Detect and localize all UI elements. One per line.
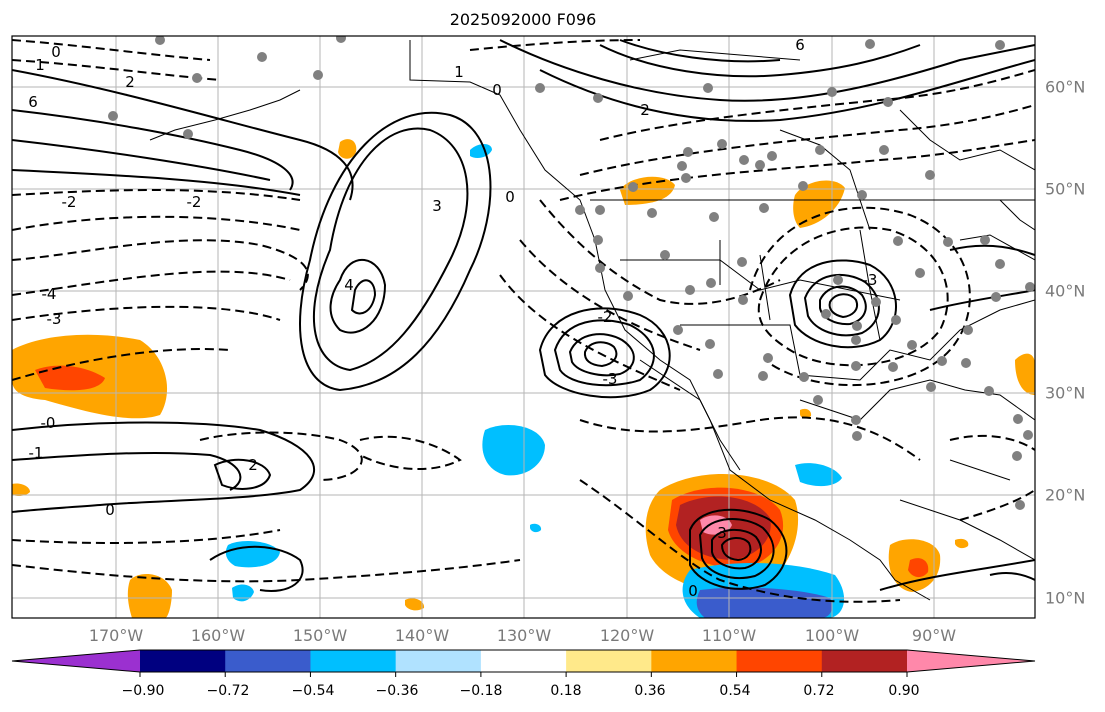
contour-label: 3 xyxy=(717,524,727,542)
contour-label: 0 xyxy=(688,582,698,600)
colorbar-tick-label: 0.36 xyxy=(634,683,666,699)
colorbar-extend-max xyxy=(907,650,1035,672)
contour-label: 3 xyxy=(432,197,442,215)
shaded-anomalies xyxy=(12,139,1035,618)
colorbar-segment xyxy=(310,650,397,672)
colorbar-tick-label: 0.90 xyxy=(888,683,920,699)
colorbar-tick-label: −0.18 xyxy=(459,683,503,699)
graticule xyxy=(12,36,1035,618)
contour-label: 1 xyxy=(454,63,464,81)
colorbar xyxy=(11,649,1036,677)
contour-label: 0 xyxy=(492,81,502,99)
contour-label: 2 xyxy=(248,456,258,474)
colorbar-segment xyxy=(566,650,652,672)
lat-tick-label: 20°N xyxy=(1045,485,1086,505)
colorbar-segment xyxy=(480,650,567,672)
contour-label: 2 xyxy=(125,73,135,91)
colorbar-segment xyxy=(651,650,738,672)
station-markers xyxy=(108,36,1035,510)
lon-tick-label: 100°W xyxy=(804,626,860,645)
contour-labels: 0 1 2 3 4 6 -2 -4 -3 -0 -1 -2 0 2 -3 3 0… xyxy=(28,36,877,600)
colorbar-segment xyxy=(736,650,823,672)
map-border xyxy=(11,35,1036,619)
contour-label: 6 xyxy=(795,36,805,54)
map-title: 2025092000 F096 xyxy=(449,10,597,29)
lon-tick-label: 130°W xyxy=(496,626,552,645)
contour-label: -3 xyxy=(863,271,878,289)
lat-tick-label: 40°N xyxy=(1045,281,1086,301)
contour-label: -3 xyxy=(47,310,62,328)
colorbar-tick-label: −0.72 xyxy=(206,683,250,699)
contour-label: -4 xyxy=(42,285,57,303)
colorbar-tick-label: 0.72 xyxy=(803,683,835,699)
colorbar-segment xyxy=(225,650,311,672)
colorbar-tick-label: 0.54 xyxy=(719,683,751,699)
lon-tick-label: 160°W xyxy=(190,626,246,645)
lon-tick-label: 110°W xyxy=(701,626,757,645)
solid-contours xyxy=(12,39,1035,592)
contour-label: -2 xyxy=(598,308,613,326)
contour-label: 0 xyxy=(505,188,515,206)
colorbar-extend-min xyxy=(12,650,140,672)
contour-label: 1 xyxy=(35,56,45,74)
contour-label: -2 xyxy=(187,193,202,211)
contour-label: 6 xyxy=(28,93,38,111)
lat-tick-label: 60°N xyxy=(1045,77,1086,97)
contour-label: -0 xyxy=(41,414,56,432)
colorbar-tick-label: −0.54 xyxy=(291,683,335,699)
lon-tick-label: 170°W xyxy=(88,626,144,645)
contour-label: 2 xyxy=(640,101,650,119)
colorbar-tick-label: −0.90 xyxy=(121,683,165,699)
contour-label: -1 xyxy=(29,444,44,462)
lon-tick-label: 90°W xyxy=(911,626,957,645)
colorbar-tick-label: 0.18 xyxy=(550,683,582,699)
lon-tick-label: 120°W xyxy=(599,626,655,645)
contour-label: 4 xyxy=(344,276,354,294)
colorbar-tick-label: −0.36 xyxy=(375,683,419,699)
lat-tick-label: 50°N xyxy=(1045,179,1086,199)
lat-tick-label: 10°N xyxy=(1045,588,1086,608)
contour-label: 0 xyxy=(51,43,61,61)
contour-label: 0 xyxy=(105,501,115,519)
lat-tick-label: 30°N xyxy=(1045,383,1086,403)
dashed-contours xyxy=(12,39,1035,603)
lon-tick-label: 150°W xyxy=(292,626,348,645)
contour-label: -2 xyxy=(62,193,77,211)
contour-label: -3 xyxy=(603,370,618,388)
lon-tick-label: 140°W xyxy=(394,626,450,645)
colorbar-segment xyxy=(395,650,482,672)
colorbar-segment xyxy=(821,650,908,672)
colorbar-segment xyxy=(140,650,226,672)
